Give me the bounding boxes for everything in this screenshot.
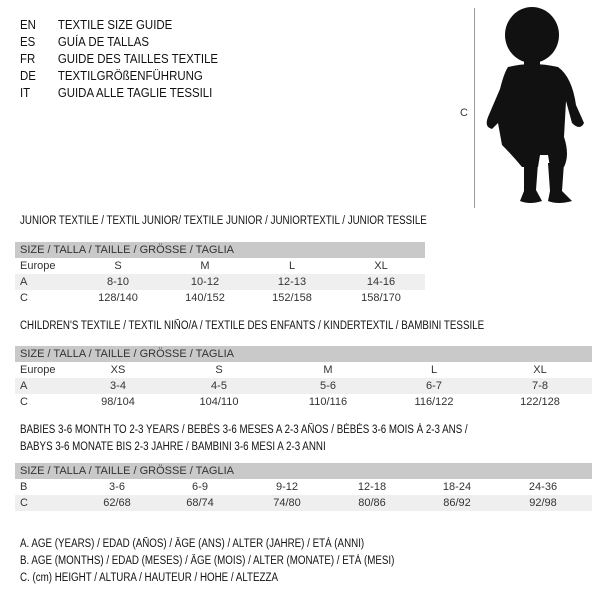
table-cell: 158/170 bbox=[361, 292, 401, 304]
table-cell: XL bbox=[533, 364, 547, 376]
child-silhouette-icon bbox=[486, 7, 584, 203]
table-row: C 128/140 140/152 152/158 158/170 bbox=[20, 292, 401, 304]
table-cell: 4-5 bbox=[211, 380, 227, 392]
table-cell: 110/116 bbox=[308, 396, 348, 408]
language-it: IT GUIDA ALLE TAGLIE TESSILI bbox=[20, 85, 213, 100]
children-table-title: CHILDREN'S TEXTILE / TEXTIL NIÑO/A / TEX… bbox=[20, 320, 485, 332]
table-cell: 12-18 bbox=[357, 481, 387, 493]
table-cell: 62/68 bbox=[103, 497, 131, 509]
table-cell: 18-24 bbox=[442, 481, 472, 493]
table-cell: XS bbox=[110, 364, 126, 376]
table-cell: M bbox=[200, 260, 210, 272]
height-line bbox=[474, 8, 475, 208]
table-cell: 5-6 bbox=[320, 380, 336, 392]
table-cell: L bbox=[288, 260, 296, 272]
babies-table-title: BABIES 3-6 MONTH TO 2-3 YEARS / BEBÉS 3-… bbox=[20, 424, 468, 436]
table-row: C 98/104 104/110 110/116 116/122 122/128 bbox=[20, 396, 560, 408]
table-row: C 62/68 68/74 74/80 80/86 86/92 92/98 bbox=[15, 495, 592, 511]
table-row: Europe S M L XL bbox=[20, 260, 388, 272]
table-cell: S bbox=[114, 260, 122, 272]
table-cell: 14-16 bbox=[366, 276, 396, 288]
table-cell: 6-9 bbox=[192, 481, 208, 493]
table-cell: 3-4 bbox=[110, 380, 126, 392]
table-row: A 3-4 4-5 5-6 6-7 7-8 bbox=[15, 378, 592, 394]
table-cell: 98/104 bbox=[101, 396, 135, 408]
table-cell: 6-7 bbox=[426, 380, 442, 392]
table-row: Europe XS S M L XL bbox=[20, 364, 547, 376]
table-cell: 80/86 bbox=[358, 497, 386, 509]
table-row: A 8-10 10-12 12-13 14-16 bbox=[15, 274, 425, 290]
table-cell: 10-12 bbox=[190, 276, 220, 288]
table-cell: 86/92 bbox=[443, 497, 471, 509]
table-cell: 8-10 bbox=[106, 276, 130, 288]
legend-c: C. (cm) HEIGHT / ALTURA / HAUTEUR / HÖHE… bbox=[20, 572, 278, 584]
table-row: B 3-6 6-9 9-12 12-18 18-24 24-36 bbox=[20, 481, 558, 493]
babies-table-title-2: BABYS 3-6 MONATE BIS 2-3 JAHRE / BAMBINI… bbox=[20, 441, 326, 453]
height-label: C bbox=[460, 107, 468, 119]
table-cell: 116/122 bbox=[414, 396, 454, 408]
table-cell: 7-8 bbox=[532, 380, 548, 392]
junior-table-title: JUNIOR TEXTILE / TEXTIL JUNIOR/ TEXTILE … bbox=[20, 215, 427, 227]
babies-size-table: SIZE / TALLA / TAILLE / GRÖSSE / TAGLIA … bbox=[15, 463, 592, 511]
table-cell: 122/128 bbox=[520, 396, 560, 408]
table-cell: 9-12 bbox=[275, 481, 299, 493]
table-cell: 104/110 bbox=[199, 396, 239, 408]
table-cell: 68/74 bbox=[186, 497, 214, 509]
language-es: ES GUÍA DE TALLAS bbox=[20, 34, 149, 49]
junior-size-table: SIZE / TALLA / TAILLE / GRÖSSE / TAGLIA … bbox=[15, 242, 425, 306]
table-cell: 92/98 bbox=[529, 497, 557, 509]
table-header: SIZE / TALLA / TAILLE / GRÖSSE / TAGLIA bbox=[15, 242, 425, 258]
table-cell: XL bbox=[374, 260, 388, 272]
table-cell: 140/152 bbox=[185, 292, 225, 304]
table-cell: 152/158 bbox=[272, 292, 312, 304]
table-cell: M bbox=[323, 364, 333, 376]
legend-a: A. AGE (YEARS) / EDAD (AÑOS) / ÂGE (ANS)… bbox=[20, 538, 365, 550]
language-de: DE TEXTILGRÖßENFÜHRUNG bbox=[20, 68, 203, 83]
language-en: EN TEXTILE SIZE GUIDE bbox=[20, 17, 173, 32]
legend-b: B. AGE (MONTHS) / EDAD (MESES) / ÂGE (MO… bbox=[20, 555, 395, 567]
table-cell: S bbox=[215, 364, 223, 376]
table-header: SIZE / TALLA / TAILLE / GRÖSSE / TAGLIA bbox=[15, 463, 592, 479]
children-size-table: SIZE / TALLA / TAILLE / GRÖSSE / TAGLIA … bbox=[15, 346, 592, 410]
table-cell: 128/140 bbox=[98, 292, 138, 304]
table-header: SIZE / TALLA / TAILLE / GRÖSSE / TAGLIA bbox=[15, 346, 592, 362]
table-cell: 12-13 bbox=[277, 276, 307, 288]
table-cell: 3-6 bbox=[109, 481, 125, 493]
language-fr: FR GUIDE DES TAILLES TEXTILE bbox=[20, 51, 219, 66]
table-cell: 24-36 bbox=[528, 481, 558, 493]
table-cell: 74/80 bbox=[273, 497, 301, 509]
table-cell: L bbox=[430, 364, 438, 376]
